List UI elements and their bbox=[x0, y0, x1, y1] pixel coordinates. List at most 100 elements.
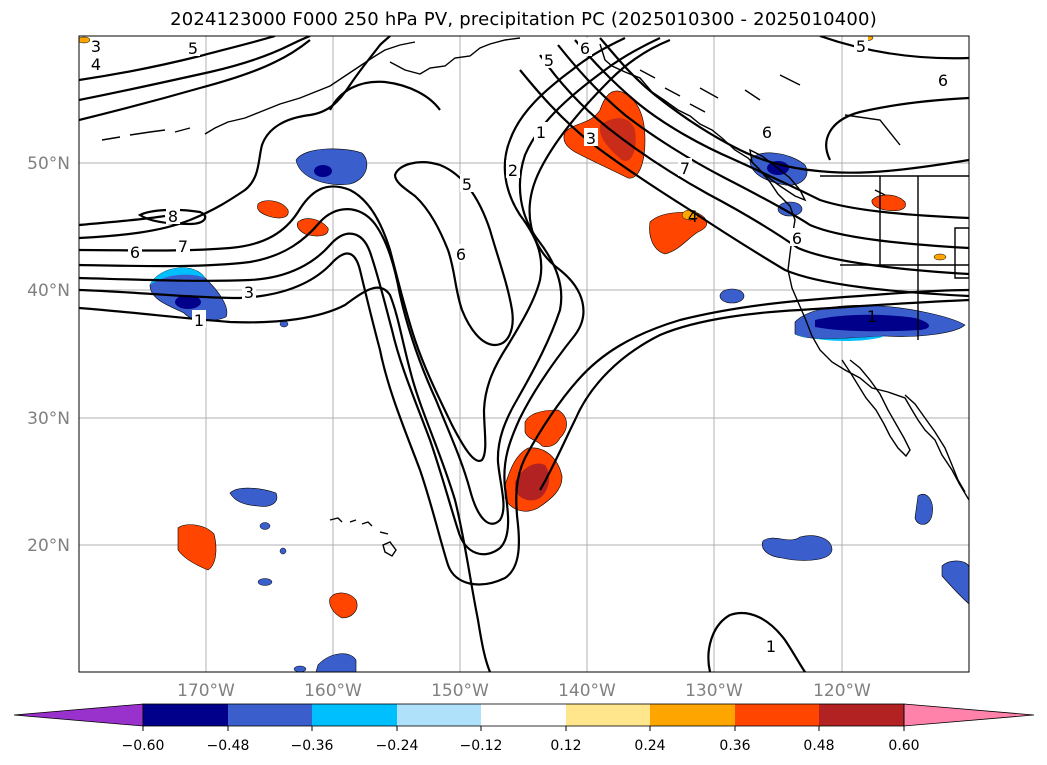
lon-label-130w: 130°W bbox=[685, 681, 743, 701]
pv-contour-ne-4 bbox=[539, 54, 969, 276]
pv-label-5-trough: 5 bbox=[460, 174, 474, 194]
precip-pos-165w-46n bbox=[257, 200, 289, 219]
precip-neg-baja-south bbox=[914, 494, 933, 525]
map-background bbox=[79, 36, 969, 672]
pv-label-1-east: 1 bbox=[867, 307, 877, 326]
pv-label-6-ne: 6 bbox=[936, 70, 950, 90]
colorbar-tick-label: −0.12 bbox=[460, 738, 503, 754]
precip-neg-mexico-east bbox=[941, 560, 969, 605]
pv-label-6-coast-lower: 6 bbox=[790, 228, 804, 248]
precip-neg-california-core bbox=[815, 314, 930, 332]
pv-label-3-west: 3 bbox=[242, 282, 256, 302]
us-states-lines bbox=[840, 114, 969, 340]
svg-text:1: 1 bbox=[536, 123, 546, 142]
pv-contour-ne-1 bbox=[599, 37, 969, 174]
colorbar-bin-7 bbox=[650, 704, 735, 726]
colorbar-tick-label: 0.48 bbox=[803, 738, 834, 754]
pv-label-8-west: 8 bbox=[166, 206, 180, 226]
pv-label-1-mid: 1 bbox=[534, 122, 548, 142]
precip-neg-170w-40n-edge bbox=[150, 267, 205, 285]
precip-neg-washington bbox=[777, 201, 803, 217]
pv-contour-ne-2 bbox=[574, 39, 969, 220]
colorbar-bin-9 bbox=[819, 704, 904, 726]
pv-label-4-bc: 4 bbox=[688, 207, 698, 226]
svg-text:6: 6 bbox=[456, 245, 466, 264]
precip-neg-small-6 bbox=[293, 665, 307, 672]
plot-title: 2024123000 F000 250 hPa PV, precipitatio… bbox=[170, 9, 877, 30]
svg-text:5: 5 bbox=[856, 37, 866, 56]
pv-contour-6-ne-loop bbox=[825, 96, 969, 161]
precip-pos-small-corner2 bbox=[79, 36, 91, 44]
svg-text:7: 7 bbox=[178, 237, 188, 256]
pv-label-5-mid: 5 bbox=[542, 50, 556, 70]
pv-label-3-top: 3 bbox=[90, 37, 102, 56]
alaska-panhandle-coast bbox=[599, 43, 969, 501]
precip-neg-small-2 bbox=[257, 578, 273, 586]
precip-neg-small-1 bbox=[259, 522, 271, 530]
pv-label-6-coast: 6 bbox=[760, 122, 774, 142]
precip-neg-130w-38n bbox=[719, 288, 745, 304]
svg-text:1: 1 bbox=[194, 311, 204, 330]
precip-neg-small-4 bbox=[279, 547, 287, 555]
svg-text:5: 5 bbox=[188, 39, 198, 58]
precip-neg-small-5 bbox=[933, 253, 947, 261]
colorbar-bin-5 bbox=[481, 704, 566, 726]
lon-label-170w: 170°W bbox=[177, 681, 235, 701]
colorbar-bin-6 bbox=[566, 704, 650, 726]
precip-pos-158w-16n bbox=[329, 592, 358, 619]
pv-label-7-west: 7 bbox=[176, 236, 190, 256]
colorbar-tick-marks bbox=[142, 726, 905, 731]
pv-label-6-west: 6 bbox=[128, 242, 142, 262]
lat-label-30n: 30°N bbox=[27, 409, 70, 429]
pv-contour-ne-5 bbox=[519, 69, 969, 298]
pv-label-1-se: 1 bbox=[764, 636, 778, 656]
colorbar-tick-label: −0.24 bbox=[376, 738, 419, 754]
svg-text:6: 6 bbox=[938, 71, 948, 90]
longitude-labels: 170°W 160°W 150°W 140°W 130°W 120°W bbox=[177, 681, 871, 701]
colorbar-tick-label: 0.60 bbox=[888, 738, 919, 754]
pv-label-7-coast: 7 bbox=[678, 158, 692, 178]
pv-label-5-ne: 5 bbox=[854, 36, 868, 56]
colorbar-extend-high bbox=[903, 703, 1035, 727]
pv-contour-ne-top bbox=[819, 36, 969, 60]
precip-neg-mexico-west bbox=[761, 535, 833, 561]
pv-label-3-bc: 3 bbox=[584, 128, 598, 148]
lon-label-160w: 160°W bbox=[304, 681, 362, 701]
precip-neg-california-edge bbox=[795, 334, 885, 341]
svg-text:6: 6 bbox=[580, 39, 590, 58]
pv-label-2-mid: 2 bbox=[506, 160, 520, 180]
pv-contour-3 bbox=[79, 38, 671, 556]
map-frame bbox=[78, 35, 970, 673]
pv-contour-5-loop bbox=[329, 80, 441, 111]
svg-text:3: 3 bbox=[586, 129, 596, 148]
lon-label-140w: 140°W bbox=[558, 681, 616, 701]
pv-contour-ne-3 bbox=[557, 44, 969, 250]
colorbar-bin-2 bbox=[228, 704, 312, 726]
pv-contour-2 bbox=[79, 252, 969, 586]
precip-neg-160w-10n bbox=[315, 653, 357, 672]
precip-neg-170w-40n-core bbox=[175, 295, 201, 309]
baja-california bbox=[841, 359, 911, 458]
aleutian-islands bbox=[101, 41, 416, 141]
coastal-islands-bc bbox=[639, 69, 801, 113]
svg-text:3: 3 bbox=[244, 283, 254, 302]
colorbar-bin-3 bbox=[312, 704, 397, 726]
lon-label-120w: 120°W bbox=[813, 681, 871, 701]
pv-contour-6-west bbox=[79, 36, 391, 240]
colorbar: −0.60 −0.48 −0.36 −0.24 −0.12 0.12 0.24 … bbox=[13, 703, 1035, 754]
svg-text:1: 1 bbox=[766, 637, 776, 656]
pv-contour-7 bbox=[79, 36, 311, 227]
pv-contour-1-se bbox=[707, 611, 806, 672]
svg-text:7: 7 bbox=[680, 159, 690, 178]
svg-text:4: 4 bbox=[91, 55, 101, 74]
lat-label-20n: 20°N bbox=[27, 536, 70, 556]
svg-text:2: 2 bbox=[508, 161, 518, 180]
colorbar-tick-label: −0.48 bbox=[207, 738, 250, 754]
pv-label-4-top: 4 bbox=[90, 55, 102, 74]
colorbar-frame bbox=[142, 703, 905, 727]
pv-contour-5 bbox=[79, 37, 626, 463]
latitude-labels: 50°N 40°N 30°N 20°N bbox=[27, 154, 70, 556]
precip-pos-170w-20n bbox=[177, 524, 217, 571]
svg-text:5: 5 bbox=[544, 51, 554, 70]
